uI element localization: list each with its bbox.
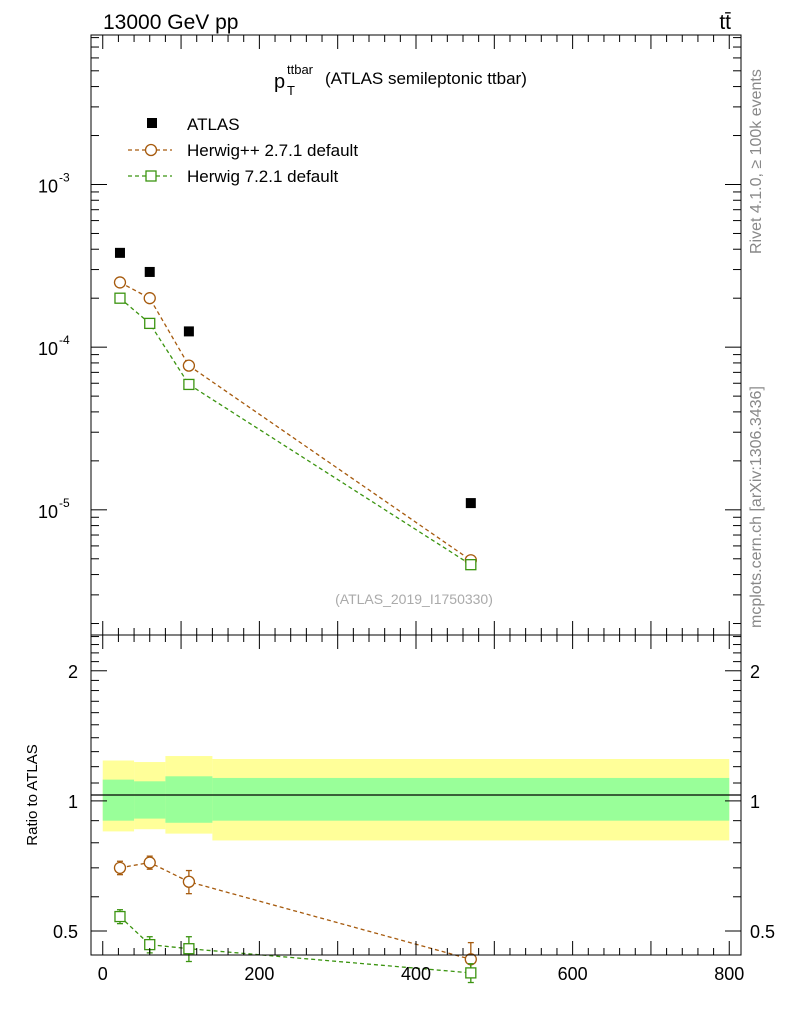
main-series-0-point [144,266,155,277]
ratio-series-0-point [182,875,196,888]
main-series-2-point [183,378,195,391]
process-label: tt̄ [719,11,731,34]
ratio-series-1-point [465,967,477,979]
legend-marker-atlas [147,118,157,128]
ratio-y-tick-label-right: 1 [750,792,760,812]
chart-title-sub: T [287,83,295,98]
legend: ATLAS Herwig++ 2.7.1 default Herwig 7.2.… [128,115,358,186]
legend-marker-herwigpp [144,143,158,157]
main-series-2-point [114,292,126,304]
main-y-tick-exponent: -3 [59,170,70,184]
ratio-band-inner [134,781,166,819]
ratio-series-0-point [143,856,156,869]
legend-label-herwig7: Herwig 7.2.1 default [187,167,338,186]
x-tick-label: 0 [98,964,108,984]
ratio-series-0-point [113,861,127,874]
x-tick-label: 200 [244,964,274,984]
legend-label-atlas: ATLAS [187,115,240,134]
x-tick-label: 800 [714,964,744,984]
rivet-version-label: Rivet 4.1.0, ≥ 100k events [748,69,765,254]
ratio-y-tick-label: 2 [68,662,78,682]
ratio-panel: 2 2 1 1 0.5 0.5 Ratio to ATLAS [24,634,775,984]
ratio-band-inner [165,776,213,823]
main-y-tick-label: 10 [38,176,58,196]
chart-title-sup: ttbar [287,62,314,77]
chart-title-main: p [274,71,285,93]
main-series-0-point [114,247,125,258]
main-series-0-point [465,498,476,509]
x-tick-label: 600 [558,964,588,984]
main-series-0-point [183,326,194,337]
x-tick-label: 400 [401,964,431,984]
ratio-y-tick-label: 1 [68,792,78,812]
energy-label: 13000 GeV pp [103,11,238,34]
legend-marker-herwig7 [145,170,157,182]
ratio-series-1-point [183,943,195,955]
ratio-series-1-point [114,910,126,923]
main-y-tick-label: 10 [38,502,58,522]
ratio-y-tick-label: 0.5 [53,922,78,942]
main-series-1-point [113,276,127,289]
main-series-2-point [144,317,156,330]
main-panel: 10-310-410-5 p ttbar T (ATLAS semilepton… [38,34,742,636]
main-y-tick-exponent: -4 [59,333,70,347]
main-series-1-point [182,359,196,372]
ratio-series-0-line [119,861,471,960]
source-label: mcplots.cern.ch [arXiv:1306.3436] [748,386,765,628]
main-series-2-point [465,559,477,571]
ratio-y-tick-label-right: 2 [750,662,760,682]
legend-label-herwigpp: Herwig++ 2.7.1 default [187,141,358,160]
chart-title-suffix: (ATLAS semileptonic ttbar) [325,69,527,88]
ratio-band-inner [102,779,135,821]
ratio-ylabel: Ratio to ATLAS [24,744,41,845]
analysis-label: (ATLAS_2019_I1750330) [335,591,493,607]
ratio-band-inner [212,777,730,821]
main-series-1-line [119,281,472,561]
ratio-y-tick-label-right: 0.5 [750,922,775,942]
main-y-tick-exponent: -5 [59,496,70,510]
main-y-tick-label: 10 [38,339,58,359]
main-series-1-point [143,292,156,305]
